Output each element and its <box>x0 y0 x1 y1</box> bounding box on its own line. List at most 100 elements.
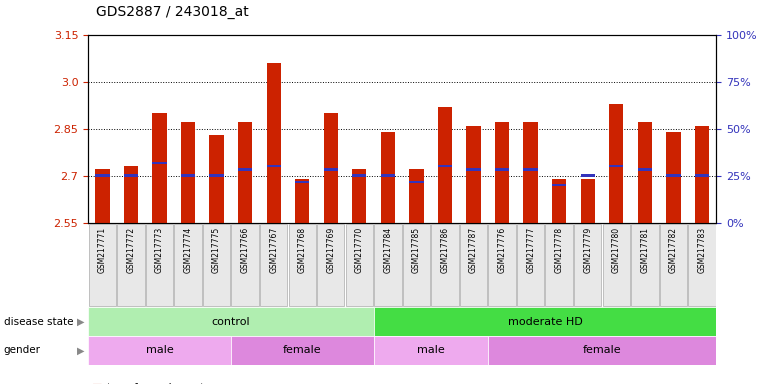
Text: GSM217767: GSM217767 <box>269 227 278 273</box>
Text: GSM217786: GSM217786 <box>440 227 450 273</box>
Bar <box>466 168 481 170</box>
FancyBboxPatch shape <box>460 223 487 306</box>
Bar <box>238 168 252 170</box>
Bar <box>181 174 195 177</box>
FancyBboxPatch shape <box>574 223 601 306</box>
Bar <box>267 63 281 223</box>
Text: ▶: ▶ <box>77 345 84 356</box>
Bar <box>295 181 309 183</box>
Bar <box>381 132 395 223</box>
Bar <box>409 169 424 223</box>
Bar <box>495 122 509 223</box>
Bar <box>609 165 624 167</box>
Bar <box>352 174 366 177</box>
Bar <box>295 179 309 223</box>
Text: GSM217774: GSM217774 <box>184 227 192 273</box>
Text: moderate HD: moderate HD <box>508 316 582 327</box>
Text: GSM217766: GSM217766 <box>241 227 250 273</box>
Bar <box>238 122 252 223</box>
Bar <box>695 126 709 223</box>
Text: disease state: disease state <box>4 316 74 327</box>
Bar <box>152 162 167 164</box>
Text: GSM217771: GSM217771 <box>98 227 107 273</box>
Text: GSM217787: GSM217787 <box>469 227 478 273</box>
FancyBboxPatch shape <box>317 223 345 306</box>
FancyBboxPatch shape <box>517 223 545 306</box>
Bar <box>638 122 652 223</box>
Bar <box>609 104 624 223</box>
FancyBboxPatch shape <box>89 223 116 306</box>
FancyBboxPatch shape <box>175 223 201 306</box>
Text: GSM217778: GSM217778 <box>555 227 564 273</box>
Bar <box>381 174 395 177</box>
FancyBboxPatch shape <box>403 223 430 306</box>
Bar <box>581 174 595 177</box>
Bar <box>581 179 595 223</box>
Text: ▶: ▶ <box>77 316 84 327</box>
Text: GSM217768: GSM217768 <box>298 227 306 273</box>
FancyBboxPatch shape <box>431 223 459 306</box>
Text: GSM217776: GSM217776 <box>498 227 506 273</box>
Text: GDS2887 / 243018_at: GDS2887 / 243018_at <box>96 5 248 19</box>
FancyBboxPatch shape <box>117 223 145 306</box>
FancyBboxPatch shape <box>603 223 630 306</box>
FancyBboxPatch shape <box>631 223 659 306</box>
FancyBboxPatch shape <box>88 307 374 336</box>
Text: GSM217783: GSM217783 <box>697 227 706 273</box>
FancyBboxPatch shape <box>374 336 488 365</box>
Bar <box>95 169 110 223</box>
FancyBboxPatch shape <box>545 223 573 306</box>
Text: gender: gender <box>4 345 41 356</box>
Bar <box>181 122 195 223</box>
Bar <box>95 174 110 177</box>
Bar <box>523 122 538 223</box>
Bar <box>466 126 481 223</box>
Text: female: female <box>283 345 322 356</box>
Bar <box>666 132 680 223</box>
Text: GSM217772: GSM217772 <box>126 227 136 273</box>
Text: GSM217780: GSM217780 <box>612 227 620 273</box>
FancyBboxPatch shape <box>289 223 316 306</box>
FancyBboxPatch shape <box>146 223 173 306</box>
Text: GSM217777: GSM217777 <box>526 227 535 273</box>
Text: transformed count: transformed count <box>107 383 205 384</box>
Bar <box>409 181 424 183</box>
FancyBboxPatch shape <box>260 223 287 306</box>
FancyBboxPatch shape <box>489 223 516 306</box>
Bar <box>209 174 224 177</box>
Text: male: male <box>417 345 444 356</box>
Bar <box>666 174 680 177</box>
Text: GSM217775: GSM217775 <box>212 227 221 273</box>
Text: GSM217781: GSM217781 <box>640 227 650 273</box>
FancyBboxPatch shape <box>231 223 259 306</box>
Text: GSM217785: GSM217785 <box>412 227 421 273</box>
Bar <box>638 168 652 170</box>
Bar <box>152 113 167 223</box>
Bar <box>267 165 281 167</box>
Bar <box>523 168 538 170</box>
Text: GSM217769: GSM217769 <box>326 227 336 273</box>
Bar <box>323 168 338 170</box>
Text: GSM217773: GSM217773 <box>155 227 164 273</box>
FancyBboxPatch shape <box>88 336 231 365</box>
FancyBboxPatch shape <box>660 223 687 306</box>
Bar <box>352 169 366 223</box>
Bar <box>323 113 338 223</box>
Text: GSM217782: GSM217782 <box>669 227 678 273</box>
Bar <box>438 165 452 167</box>
FancyBboxPatch shape <box>345 223 373 306</box>
Bar <box>124 166 138 223</box>
Bar <box>438 107 452 223</box>
FancyBboxPatch shape <box>374 223 401 306</box>
FancyBboxPatch shape <box>688 223 715 306</box>
Text: GSM217779: GSM217779 <box>583 227 592 273</box>
FancyBboxPatch shape <box>374 307 716 336</box>
Bar <box>695 174 709 177</box>
Text: ■: ■ <box>92 383 103 384</box>
Text: GSM217770: GSM217770 <box>355 227 364 273</box>
Text: GSM217784: GSM217784 <box>383 227 392 273</box>
Bar <box>209 135 224 223</box>
Text: female: female <box>583 345 621 356</box>
FancyBboxPatch shape <box>203 223 231 306</box>
Text: control: control <box>211 316 250 327</box>
